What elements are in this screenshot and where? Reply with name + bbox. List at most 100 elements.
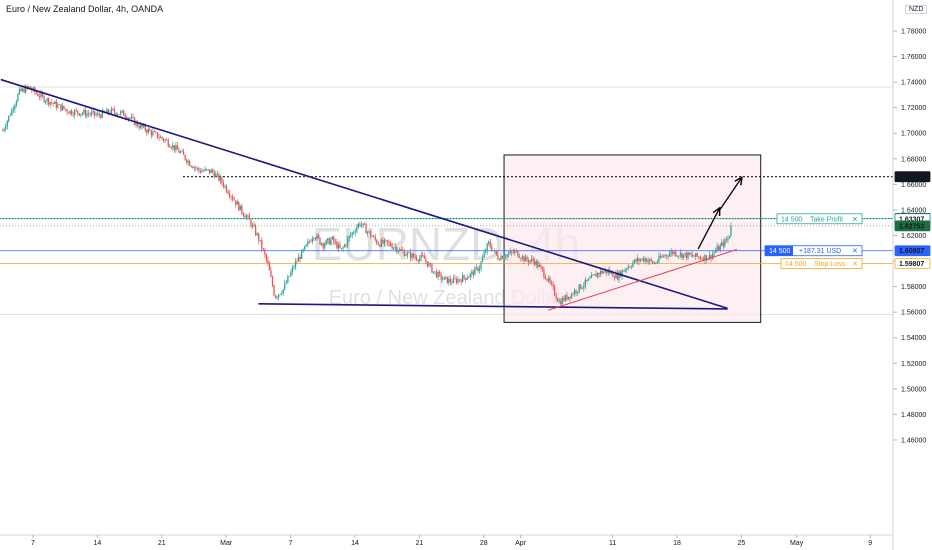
candle-body [649,259,651,261]
candle-body [365,224,367,234]
candle-body [618,271,620,280]
price-level-label: 1.59807 [899,261,924,268]
stop-loss-tag-box[interactable] [780,258,863,269]
candle-body [97,113,99,115]
candle-body [17,94,19,102]
candle-body [549,277,551,283]
candle-body [440,273,442,280]
candle-body [379,244,381,247]
candle-body [546,279,548,281]
candle-body [465,277,467,280]
candle-body [92,111,94,113]
candle-body [595,274,597,277]
candle-body [702,258,705,261]
candle-body [561,298,563,305]
candle-body [256,233,258,235]
candle-body [204,168,206,171]
candle-body [422,255,424,257]
candle-body [218,173,220,181]
take-profit-tag-box[interactable] [776,213,863,225]
candle-body [567,296,570,300]
time-tick-label: 14 [94,540,102,547]
candle-body [523,256,525,262]
price-level-label: 1.66600 [899,174,924,181]
sl-close-button[interactable]: ✕ [852,261,858,268]
rising-support-line[interactable] [548,249,737,311]
tp-close-button[interactable]: ✕ [852,216,858,223]
candle-body [64,108,67,110]
candle-body [366,231,369,234]
price-tick-label: 1.66000 [901,182,926,189]
price-tick-label: 1.54000 [901,335,926,342]
take-profit-tag[interactable]: 14 500 Take Profit ✕ [776,213,863,225]
candle-body [208,169,211,173]
candle-body [323,244,326,248]
candle-body [665,254,668,257]
zone-rectangle[interactable] [503,154,762,323]
candle-body [632,262,634,267]
candle-body [705,255,708,261]
candle-body [477,267,479,271]
candle-body [639,259,642,262]
candle-body [526,256,528,261]
candle-body [293,267,295,268]
entry-tag[interactable]: 14 500 +187.31 USD ✕ [764,245,863,257]
candle-body [728,235,731,239]
target-arrow[interactable] [697,209,719,250]
candle-body [714,250,717,253]
candle-body [504,257,507,258]
analysis-zone[interactable] [503,154,762,323]
candle-body [718,246,720,251]
candle-body [415,257,418,260]
drawings[interactable] [0,78,742,311]
candle-body [135,121,137,125]
candle-body [182,151,185,155]
candle-body [518,256,521,259]
candle-body [221,177,223,183]
candle-body [127,117,130,119]
candle-body [730,225,732,236]
candle-body [40,93,42,98]
entry-tag-qty-bg [765,245,793,256]
stop-loss-tag[interactable]: 14 500 Stop Loss ✕ [780,258,863,269]
candle-body [158,137,160,139]
price-level-label-bg [894,171,931,183]
candle-body [314,238,317,239]
descending-trendline[interactable] [0,78,728,310]
candle-body [484,251,487,253]
candle-body [84,109,87,116]
candle-body [248,215,251,220]
candle-body [409,252,412,259]
candle-body [172,145,174,148]
time-tick-label: 14 [351,540,359,547]
time-tick-label: Mar [220,540,233,547]
time-tick-label: 28 [480,540,488,547]
candle-body [360,224,363,226]
candle-body [153,131,156,133]
price-axis[interactable]: 1.78000 1.76000 1.74000 1.72000 1.70000 1.680… [892,0,931,550]
candle-body [389,242,392,247]
candle-body [207,169,209,170]
candle-body [593,274,596,276]
target-arrow[interactable] [719,178,741,210]
candle-body [5,126,7,130]
candle-body [615,273,617,279]
candle-body [345,244,347,246]
position-tags[interactable]: 14 500 Take Profit ✕ 14 500 +187.31 USD ✕14 5… [764,213,863,269]
candle-body [21,88,24,91]
horizontal-support-line[interactable] [258,303,728,310]
entry-close-button[interactable]: ✕ [852,248,858,255]
candle-body [89,113,91,115]
currency-label[interactable]: NZD [905,5,928,14]
candle-body [198,168,200,171]
candle-body [445,276,447,278]
candle-body [494,250,496,252]
candle-body [507,253,510,255]
candle-body [75,110,77,111]
candle-body [189,161,191,166]
candle-body [320,243,323,245]
candle-body [650,259,652,262]
time-axis[interactable]: 7 14 21 Mar 7 14 21 28 Apr 11 18 25 May 9 [0,534,893,547]
candle-body [691,254,694,257]
